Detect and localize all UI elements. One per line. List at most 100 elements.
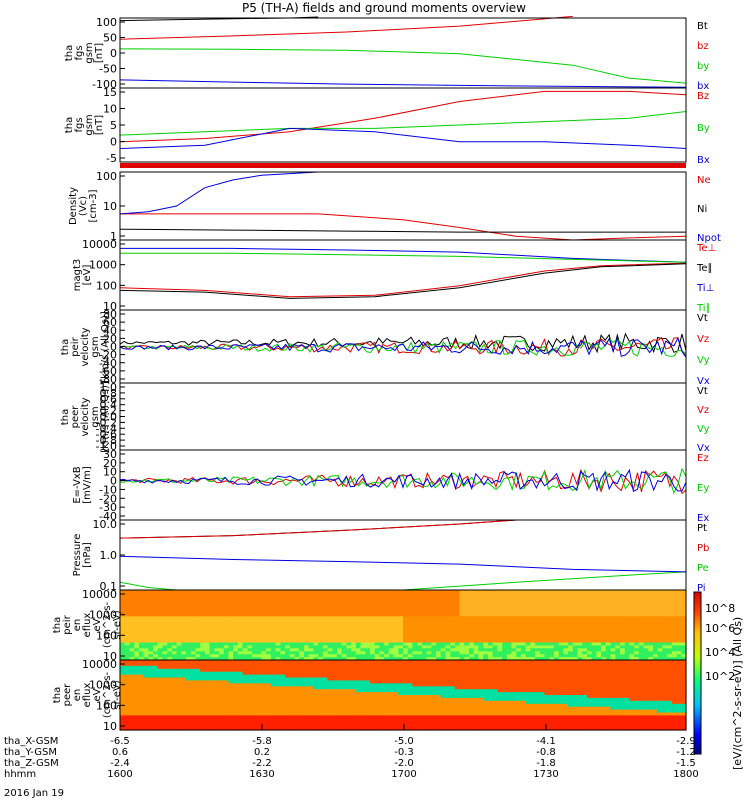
heat-cell xyxy=(266,630,272,635)
heat-cell xyxy=(355,616,362,620)
heat-cell xyxy=(171,645,178,649)
heat-cell xyxy=(275,674,281,679)
heat-cell xyxy=(516,625,522,629)
heat-cell xyxy=(464,651,470,655)
heat-cell xyxy=(252,601,258,606)
heat-cell xyxy=(624,657,630,661)
heat-cell xyxy=(370,677,376,681)
legend-Vz: Vz xyxy=(697,334,709,345)
heat-cell xyxy=(374,706,380,711)
heat-cell xyxy=(459,692,465,696)
heat-cell xyxy=(497,592,503,597)
heat-cell xyxy=(483,697,489,702)
heat-cell xyxy=(209,639,215,644)
heat-cell xyxy=(412,633,418,638)
heat-cell xyxy=(431,607,437,611)
heat-cell xyxy=(601,627,607,632)
heat-cell xyxy=(124,610,130,614)
heat-cell xyxy=(431,709,437,714)
heat-cell xyxy=(313,636,319,641)
heat-cell xyxy=(539,590,546,594)
heat-cell xyxy=(294,613,300,617)
heat-cell xyxy=(403,665,409,670)
heat-cell xyxy=(629,604,635,609)
heat-cell xyxy=(643,651,649,655)
heat-cell xyxy=(327,662,333,667)
ylabel-line: velocity xyxy=(80,327,91,366)
ylabel-line: [nT] xyxy=(94,115,105,135)
heat-cell xyxy=(308,636,314,641)
heat-cell xyxy=(204,697,211,702)
heat-cell xyxy=(332,718,338,722)
heat-cell xyxy=(233,601,239,606)
heat-cell xyxy=(138,625,145,629)
heat-cell xyxy=(176,715,182,719)
heat-cell xyxy=(440,595,446,600)
heat-cell xyxy=(195,686,201,690)
heat-cell xyxy=(473,610,480,614)
heat-cell xyxy=(129,686,135,690)
heat-cell xyxy=(473,715,480,719)
heat-cell xyxy=(360,671,366,676)
heat-cell xyxy=(332,700,338,705)
heat-cell xyxy=(464,665,470,670)
heat-cell xyxy=(563,616,569,620)
heat-cell xyxy=(407,622,413,626)
heat-cell xyxy=(634,654,640,658)
heat-cell xyxy=(219,727,225,731)
heat-cell xyxy=(671,619,678,623)
heat-cell xyxy=(412,671,418,676)
heat-cell xyxy=(568,622,574,626)
heat-cell xyxy=(294,709,300,714)
heat-cell xyxy=(124,721,130,725)
heat-cell xyxy=(299,674,305,679)
heat-cell xyxy=(459,625,465,629)
heat-cell xyxy=(355,598,362,603)
heat-cell xyxy=(167,601,173,606)
heat-cell xyxy=(153,648,159,652)
heat-cell xyxy=(407,607,413,611)
heat-cell xyxy=(370,665,376,670)
heat-cell xyxy=(662,627,668,632)
heat-cell xyxy=(539,636,546,641)
heat-cell xyxy=(219,639,225,644)
heat-cell xyxy=(341,662,347,667)
heat-cell xyxy=(459,654,465,658)
heat-cell xyxy=(280,636,286,641)
heat-cell xyxy=(153,680,159,684)
heat-cell xyxy=(657,601,663,606)
heat-cell xyxy=(445,657,451,661)
heat-cell xyxy=(219,703,225,708)
heat-cell xyxy=(407,595,413,600)
heat-cell xyxy=(591,651,597,655)
heat-cell xyxy=(525,604,531,609)
heat-cell xyxy=(417,657,423,661)
heat-cell xyxy=(242,657,248,661)
heat-cell xyxy=(610,627,616,632)
heat-cell xyxy=(563,648,569,652)
heat-cell xyxy=(134,697,140,702)
heat-cell xyxy=(124,590,130,594)
heat-cell xyxy=(351,674,357,679)
heat-cell xyxy=(252,654,258,658)
heat-cell xyxy=(167,592,173,597)
heat-cell xyxy=(214,718,220,722)
heat-cell xyxy=(572,651,579,655)
heat-cell xyxy=(289,677,296,681)
heat-cell xyxy=(624,654,630,658)
heat-cell xyxy=(294,598,300,603)
heat-cell xyxy=(582,595,588,600)
heat-cell xyxy=(322,595,329,600)
legend-Vt: Vt xyxy=(697,313,708,324)
heat-cell xyxy=(388,648,395,652)
heat-cell xyxy=(681,601,687,606)
heat-cell xyxy=(464,625,470,629)
heat-cell xyxy=(497,595,503,600)
heat-cell xyxy=(308,718,314,722)
heat-cell xyxy=(266,715,272,719)
series-line-Vt xyxy=(119,332,687,354)
heat-cell xyxy=(487,648,494,652)
heat-cell xyxy=(671,616,678,620)
heat-cell xyxy=(638,633,645,638)
heat-cell xyxy=(143,697,149,702)
